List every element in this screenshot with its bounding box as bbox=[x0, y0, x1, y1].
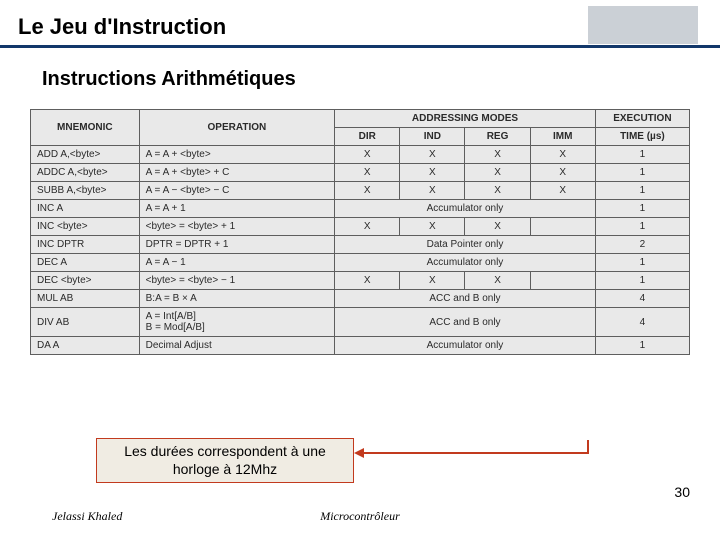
cell-mode: X bbox=[530, 182, 595, 200]
cell-exec: 4 bbox=[595, 290, 689, 308]
cell-mode-span: Accumulator only bbox=[335, 337, 596, 355]
table-body: ADD A,<byte>A = A + <byte>XXXX1ADDC A,<b… bbox=[31, 146, 690, 355]
cell-operation: A = A + 1 bbox=[139, 200, 335, 218]
cell-mnemonic: SUBB A,<byte> bbox=[31, 182, 140, 200]
cell-mode-span: ACC and B only bbox=[335, 308, 596, 337]
table-row: DIV ABA = Int[A/B] B = Mod[A/B]ACC and B… bbox=[31, 308, 690, 337]
cell-operation: B:A = B × A bbox=[139, 290, 335, 308]
cell-mnemonic: DEC A bbox=[31, 254, 140, 272]
cell-mode: X bbox=[400, 146, 465, 164]
cell-mnemonic: DA A bbox=[31, 337, 140, 355]
cell-exec: 1 bbox=[595, 218, 689, 236]
cell-mnemonic: ADDC A,<byte> bbox=[31, 164, 140, 182]
cell-mode: X bbox=[335, 182, 400, 200]
page-number: 30 bbox=[674, 484, 690, 500]
cell-exec: 1 bbox=[595, 272, 689, 290]
cell-mnemonic: INC DPTR bbox=[31, 236, 140, 254]
cell-operation: Decimal Adjust bbox=[139, 337, 335, 355]
cell-mode: X bbox=[335, 164, 400, 182]
cell-mode bbox=[530, 218, 595, 236]
cell-mnemonic: INC <byte> bbox=[31, 218, 140, 236]
cell-operation: A = A + <byte> + C bbox=[139, 164, 335, 182]
cell-mode: X bbox=[465, 272, 530, 290]
cell-exec: 1 bbox=[595, 182, 689, 200]
cell-mode-span: Accumulator only bbox=[335, 254, 596, 272]
table-row: SUBB A,<byte>A = A − <byte> − CXXXX1 bbox=[31, 182, 690, 200]
table-head: MNEMONIC OPERATION ADDRESSING MODES EXEC… bbox=[31, 110, 690, 146]
cell-mode-span: Accumulator only bbox=[335, 200, 596, 218]
table-row: MUL ABB:A = B × AACC and B only4 bbox=[31, 290, 690, 308]
th-operation: OPERATION bbox=[139, 110, 335, 146]
th-mnemonic: MNEMONIC bbox=[31, 110, 140, 146]
cell-exec: 1 bbox=[595, 200, 689, 218]
table-row: ADDC A,<byte>A = A + <byte> + CXXXX1 bbox=[31, 164, 690, 182]
cell-mode: X bbox=[335, 272, 400, 290]
cell-operation: <byte> = <byte> + 1 bbox=[139, 218, 335, 236]
cell-mode: X bbox=[465, 182, 530, 200]
cell-mnemonic: DEC <byte> bbox=[31, 272, 140, 290]
th-execution: EXECUTION bbox=[595, 110, 689, 128]
cell-mode: X bbox=[465, 146, 530, 164]
th-mode-dir: DIR bbox=[335, 128, 400, 146]
instruction-table-wrap: MNEMONIC OPERATION ADDRESSING MODES EXEC… bbox=[30, 109, 690, 355]
table-row: INC <byte><byte> = <byte> + 1XXX1 bbox=[31, 218, 690, 236]
cell-mode-span: Data Pointer only bbox=[335, 236, 596, 254]
header-rule bbox=[0, 45, 720, 48]
cell-operation: A = A + <byte> bbox=[139, 146, 335, 164]
th-mode-ind: IND bbox=[400, 128, 465, 146]
table-row: INC AA = A + 1Accumulator only1 bbox=[31, 200, 690, 218]
header-decor-box bbox=[588, 6, 698, 44]
cell-mode: X bbox=[400, 272, 465, 290]
cell-mnemonic: MUL AB bbox=[31, 290, 140, 308]
th-mode-reg: REG bbox=[465, 128, 530, 146]
cell-operation: DPTR = DPTR + 1 bbox=[139, 236, 335, 254]
cell-mnemonic: INC A bbox=[31, 200, 140, 218]
table-row: DEC <byte><byte> = <byte> − 1XXX1 bbox=[31, 272, 690, 290]
cell-operation: A = Int[A/B] B = Mod[A/B] bbox=[139, 308, 335, 337]
cell-mode: X bbox=[335, 146, 400, 164]
cell-mode: X bbox=[465, 218, 530, 236]
cell-operation: A = A − <byte> − C bbox=[139, 182, 335, 200]
th-addressing: ADDRESSING MODES bbox=[335, 110, 596, 128]
cell-exec: 1 bbox=[595, 164, 689, 182]
timing-note: Les durées correspondent à une horloge à… bbox=[96, 438, 354, 483]
cell-exec: 4 bbox=[595, 308, 689, 337]
cell-mode bbox=[530, 272, 595, 290]
footer-title: Microcontrôleur bbox=[0, 509, 720, 524]
th-mode-imm: IMM bbox=[530, 128, 595, 146]
cell-mode: X bbox=[530, 146, 595, 164]
cell-operation: A = A − 1 bbox=[139, 254, 335, 272]
cell-mode-span: ACC and B only bbox=[335, 290, 596, 308]
cell-mode: X bbox=[400, 164, 465, 182]
cell-mode: X bbox=[400, 218, 465, 236]
cell-mode: X bbox=[465, 164, 530, 182]
arrow-icon bbox=[356, 452, 588, 454]
cell-mnemonic: DIV AB bbox=[31, 308, 140, 337]
cell-exec: 1 bbox=[595, 337, 689, 355]
table-row: DA ADecimal AdjustAccumulator only1 bbox=[31, 337, 690, 355]
cell-mnemonic: ADD A,<byte> bbox=[31, 146, 140, 164]
slide-header: Le Jeu d'Instruction bbox=[0, 0, 720, 48]
instruction-table: MNEMONIC OPERATION ADDRESSING MODES EXEC… bbox=[30, 109, 690, 355]
cell-mode: X bbox=[335, 218, 400, 236]
cell-mode: X bbox=[530, 164, 595, 182]
table-row: ADD A,<byte>A = A + <byte>XXXX1 bbox=[31, 146, 690, 164]
cell-mode: X bbox=[400, 182, 465, 200]
cell-operation: <byte> = <byte> − 1 bbox=[139, 272, 335, 290]
cell-exec: 1 bbox=[595, 254, 689, 272]
table-row: INC DPTRDPTR = DPTR + 1Data Pointer only… bbox=[31, 236, 690, 254]
th-time: TIME (µs) bbox=[595, 128, 689, 146]
table-row: DEC AA = A − 1Accumulator only1 bbox=[31, 254, 690, 272]
slide-subtitle: Instructions Arithmétiques bbox=[42, 68, 720, 91]
cell-exec: 1 bbox=[595, 146, 689, 164]
cell-exec: 2 bbox=[595, 236, 689, 254]
